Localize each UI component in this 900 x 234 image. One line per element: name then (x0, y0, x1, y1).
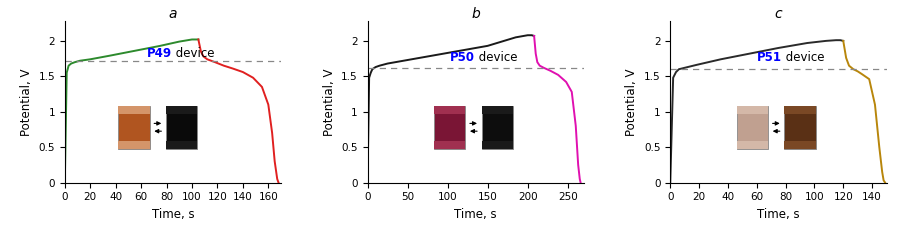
Bar (434, 106, 465, 149)
Text: P49: P49 (147, 47, 172, 60)
Bar (784, 106, 815, 149)
Y-axis label: Potential, V: Potential, V (626, 68, 638, 135)
Bar (482, 106, 513, 149)
Bar (737, 106, 768, 149)
Bar (737, 106, 768, 114)
Title: a: a (168, 7, 177, 21)
Bar (434, 141, 465, 149)
Bar (482, 141, 513, 149)
Title: b: b (472, 7, 480, 21)
Bar (118, 106, 149, 114)
Bar (118, 106, 149, 149)
Text: device: device (172, 47, 214, 60)
Bar (166, 141, 197, 149)
Y-axis label: Potential, V: Potential, V (322, 68, 336, 135)
Y-axis label: Potential, V: Potential, V (20, 68, 33, 135)
Bar (737, 141, 768, 149)
Bar (482, 106, 513, 114)
Title: c: c (775, 7, 782, 21)
Text: device: device (474, 51, 518, 64)
Bar (166, 106, 197, 149)
Text: device: device (781, 51, 824, 64)
Text: P51: P51 (757, 51, 782, 64)
X-axis label: Time, s: Time, s (757, 208, 800, 221)
Bar (118, 141, 149, 149)
Bar (784, 106, 815, 114)
X-axis label: Time, s: Time, s (151, 208, 194, 221)
Bar (434, 106, 465, 114)
Bar (166, 106, 197, 114)
Text: P50: P50 (450, 51, 474, 64)
Bar (784, 141, 815, 149)
X-axis label: Time, s: Time, s (454, 208, 497, 221)
